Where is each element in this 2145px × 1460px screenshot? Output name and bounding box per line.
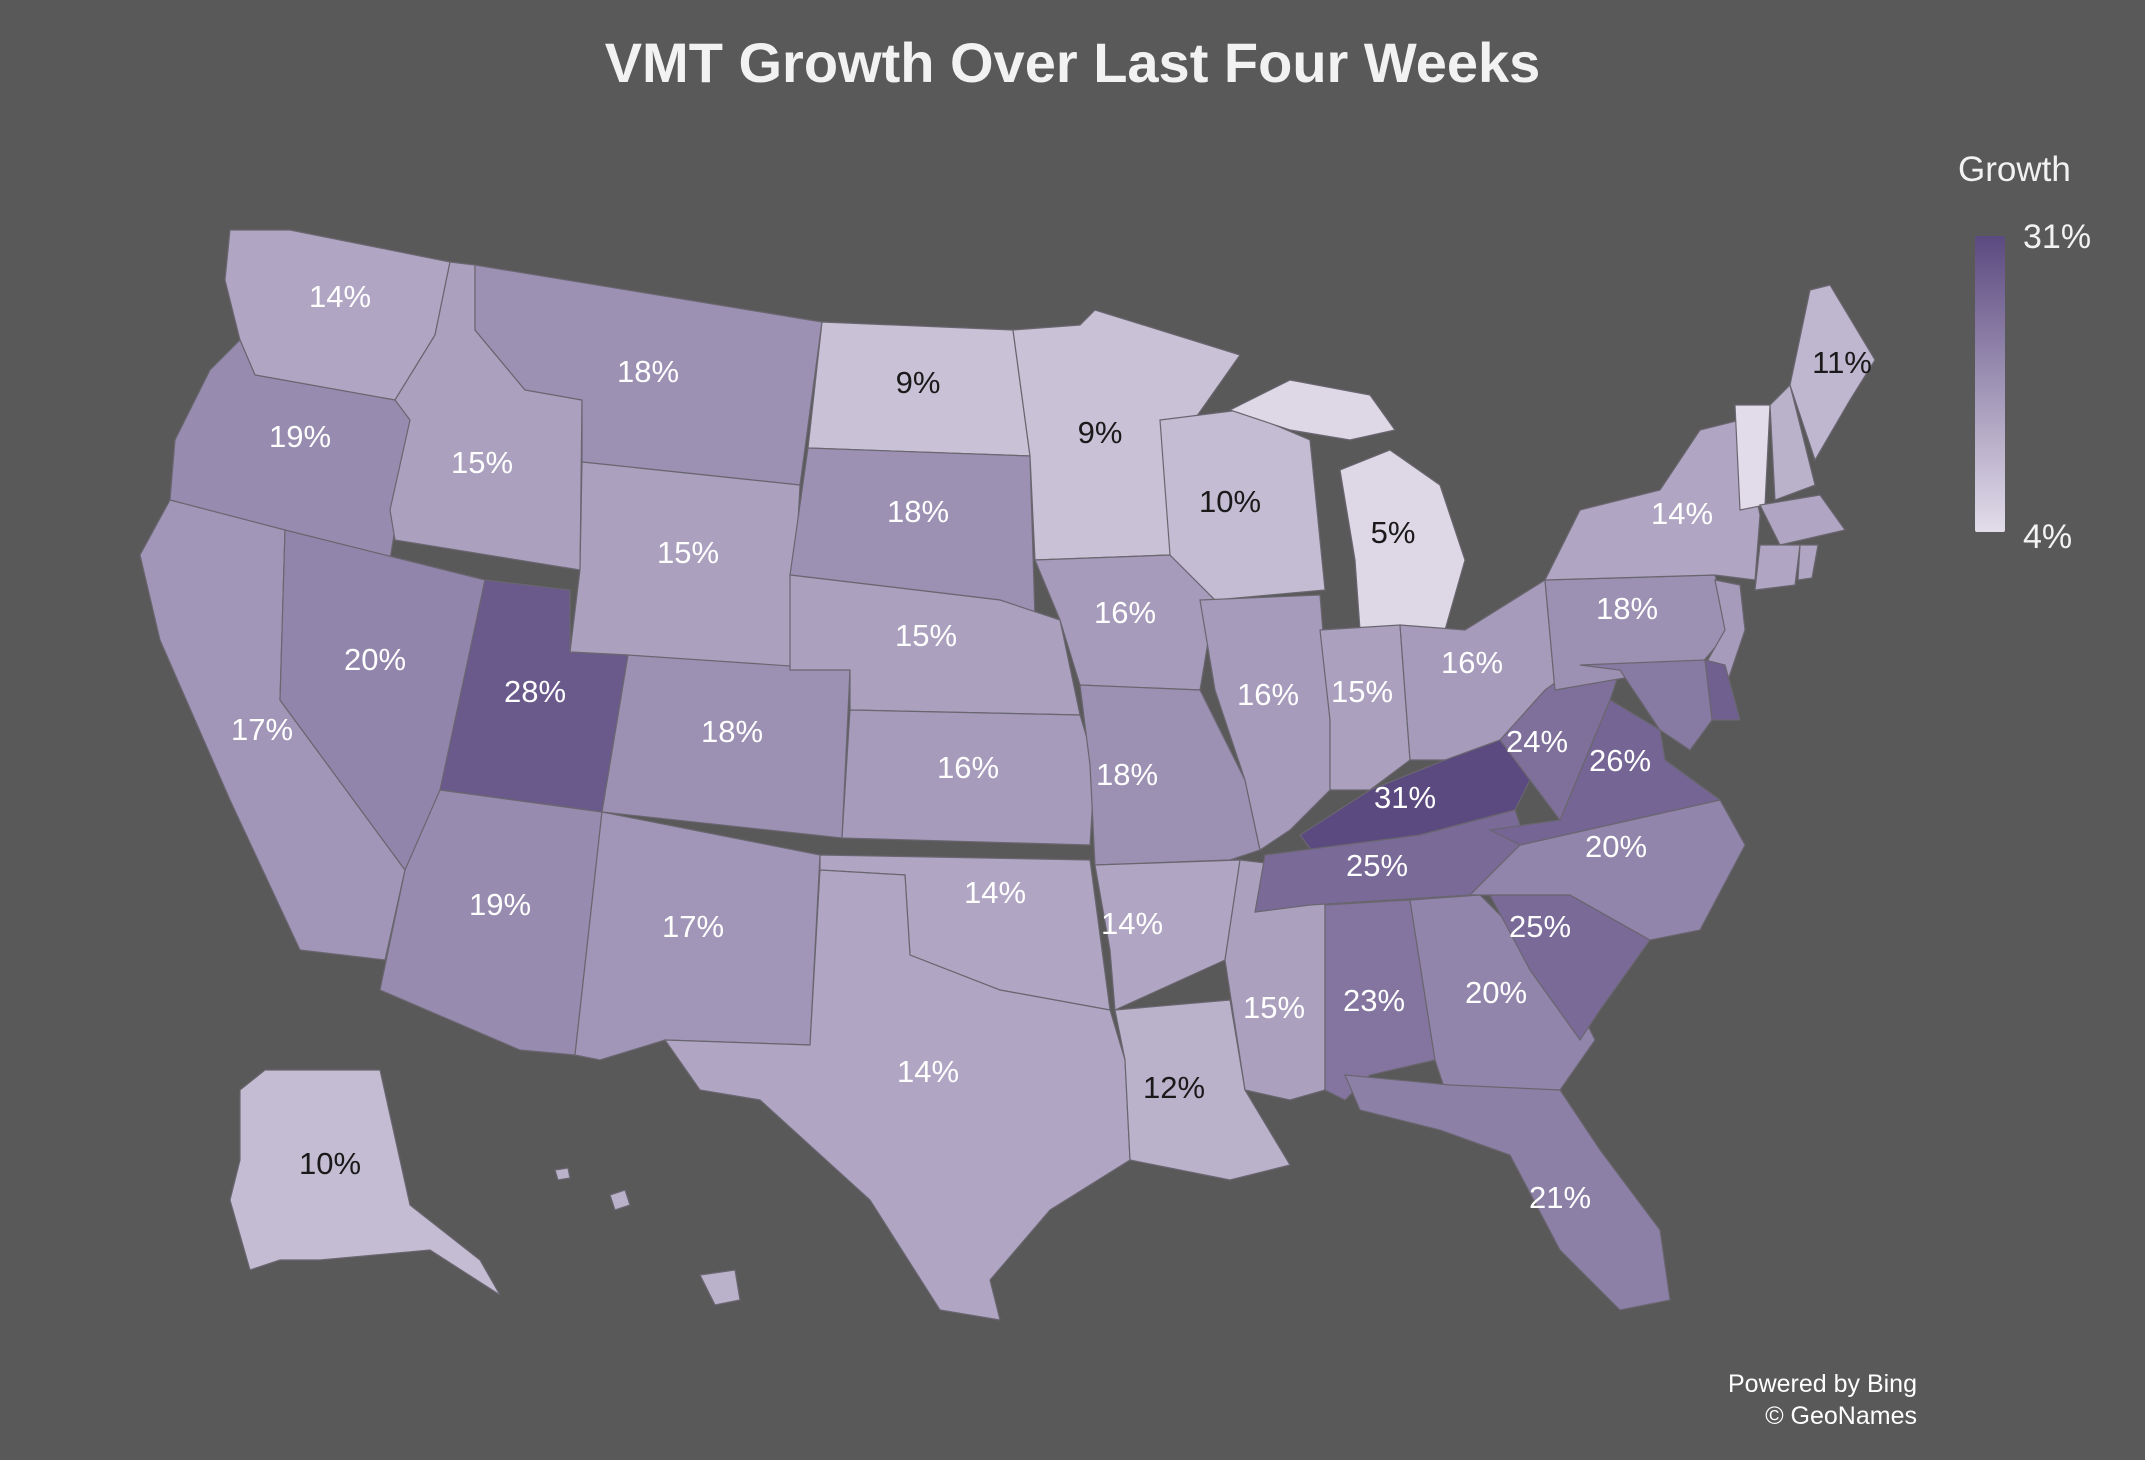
state-label-ms: 15% — [1243, 990, 1305, 1025]
state-label-nc: 20% — [1585, 829, 1647, 864]
state-me — [1789, 284, 1876, 462]
state-label-tn: 25% — [1346, 848, 1408, 883]
state-label-ar: 14% — [1101, 906, 1163, 941]
legend-max-label: 31% — [2023, 218, 2092, 256]
state-ma — [1759, 494, 1847, 546]
state-label-tx: 14% — [897, 1054, 959, 1089]
state-vt — [1734, 404, 1771, 511]
state-label-ca: 17% — [231, 712, 293, 747]
state-hi — [699, 1269, 741, 1306]
state-nh — [1769, 383, 1816, 501]
legend-min-label: 4% — [2023, 518, 2073, 556]
state-label-or: 19% — [269, 419, 331, 454]
state-label-ak: 10% — [299, 1146, 361, 1181]
state-fl — [1344, 1074, 1671, 1311]
state-label-nv: 20% — [344, 642, 406, 677]
state-hi — [554, 1167, 571, 1181]
state-la — [1114, 999, 1291, 1181]
state-label-nm: 17% — [662, 909, 724, 944]
state-label-al: 23% — [1343, 983, 1405, 1018]
map-title: VMT Growth Over Last Four Weeks — [604, 31, 1541, 94]
state-label-ky: 31% — [1374, 780, 1436, 815]
state-label-mt: 18% — [617, 354, 679, 389]
state-label-az: 19% — [469, 887, 531, 922]
state-label-wi: 10% — [1199, 484, 1261, 519]
state-mi — [1228, 379, 1397, 441]
state-label-mn: 9% — [1078, 415, 1123, 450]
state-wv — [1499, 664, 1621, 822]
state-label-me: 11% — [1812, 345, 1872, 380]
state-label-ne: 15% — [895, 618, 957, 653]
state-label-in: 15% — [1331, 674, 1393, 709]
state-label-sd: 18% — [887, 494, 949, 529]
state-label-va: 26% — [1589, 743, 1651, 778]
state-label-il: 16% — [1237, 677, 1299, 712]
credit-bing: Powered by Bing — [1727, 1370, 1917, 1398]
state-label-wy: 15% — [657, 535, 719, 570]
state-label-ut: 28% — [504, 674, 566, 709]
state-label-ks: 16% — [937, 750, 999, 785]
state-label-wv: 24% — [1506, 724, 1568, 759]
state-label-ny: 14% — [1651, 496, 1713, 531]
state-mo — [1079, 684, 1261, 866]
state-ri — [1797, 544, 1819, 581]
state-ga — [1409, 894, 1596, 1091]
state-label-la: 12% — [1143, 1070, 1205, 1105]
state-label-sc: 25% — [1509, 909, 1571, 944]
state-ak — [229, 1069, 501, 1296]
state-label-oh: 16% — [1441, 645, 1503, 680]
state-label-pa: 18% — [1596, 591, 1658, 626]
state-label-co: 18% — [701, 714, 763, 749]
state-label-fl: 21% — [1529, 1180, 1591, 1215]
state-label-ga: 20% — [1465, 975, 1527, 1010]
state-ct — [1754, 544, 1801, 591]
state-md — [1579, 659, 1713, 751]
state-hi — [609, 1189, 631, 1211]
state-mi — [1339, 449, 1466, 631]
state-label-wa: 14% — [309, 279, 371, 314]
state-label-nd: 9% — [896, 365, 941, 400]
state-label-mo: 18% — [1096, 757, 1158, 792]
state-ar — [1094, 859, 1241, 1011]
state-label-ia: 16% — [1094, 595, 1156, 630]
state-label-mi: 5% — [1371, 515, 1416, 550]
state-label-id: 15% — [451, 445, 513, 480]
legend-gradient-bar — [1975, 236, 2005, 532]
legend-title: Growth — [1958, 150, 2071, 189]
credit-geonames: © GeoNames — [1765, 1402, 1917, 1430]
state-label-ok: 14% — [964, 875, 1026, 910]
state-mt — [474, 264, 823, 486]
